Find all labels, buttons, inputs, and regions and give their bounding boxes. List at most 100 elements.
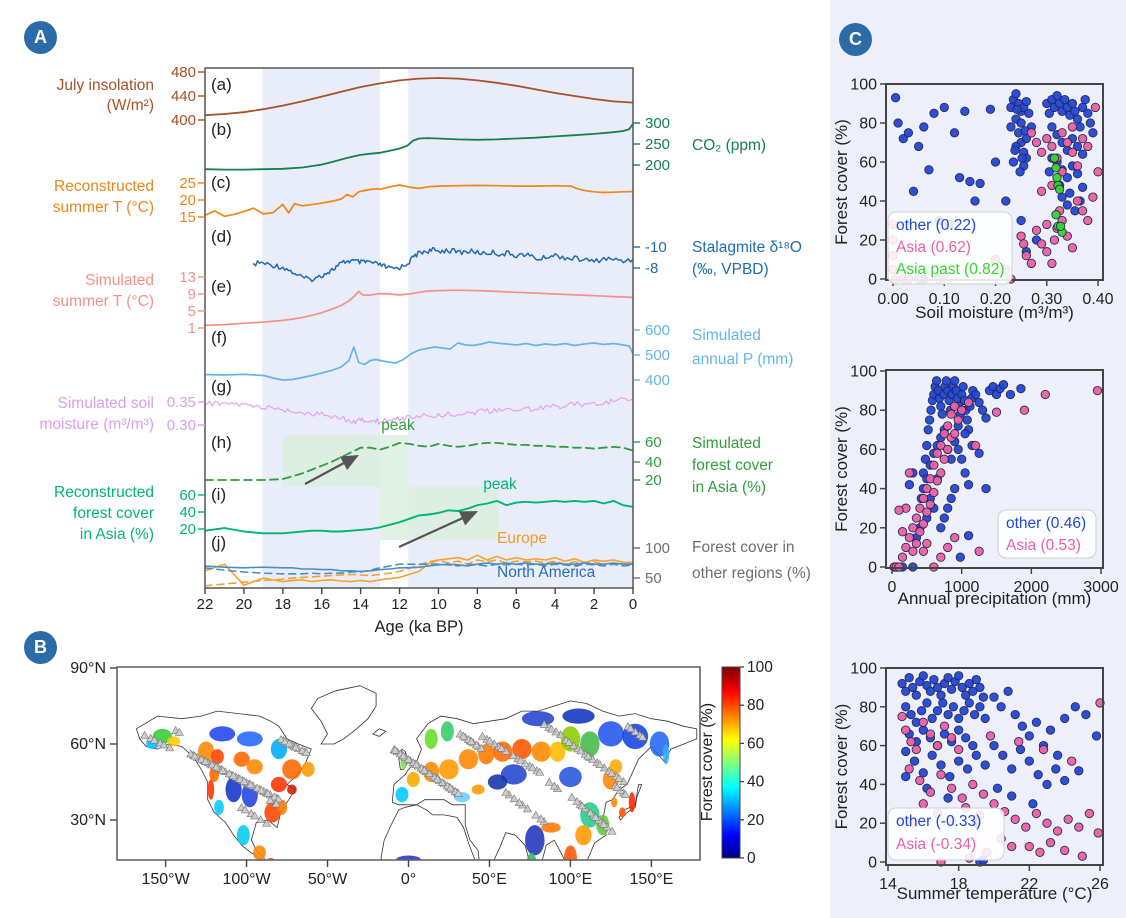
annotation-1: peak [483,476,517,493]
legend-entry: Asia (0.62) [896,239,971,256]
series-europe_solid [205,554,633,587]
site-marker [284,739,294,748]
svg-text:250: 250 [645,136,670,153]
svg-text:80: 80 [859,116,877,133]
row-letter-7: (h) [211,433,232,452]
scatter-scatter_soil: 0.00 0.10 0.20 0.30 0.40 0 20 40 60 80 100 Soil moi… [832,77,1114,323]
site-marker [567,792,577,801]
svg-text:90°N: 90°N [70,660,106,677]
row-letter-4: (e) [211,277,232,296]
axis-label-recon_forest: Reconstructed [54,484,154,501]
svg-text:20: 20 [859,520,877,537]
legend-box [887,807,1005,861]
x-axis-title: Age (ka BP) [375,618,464,636]
series-recon_forest [205,499,633,535]
svg-text:0: 0 [888,579,897,596]
svg-text:100: 100 [850,77,877,94]
colorbar [721,666,741,859]
axis-label-insolation: (W/m²) [107,97,154,114]
svg-text:30°N: 30°N [70,812,106,829]
site-marker [390,745,400,754]
axis-label-other_forest: Forest cover in [692,539,795,556]
frame [885,667,1104,866]
legend-entry: other (0.46) [1006,515,1086,532]
site-marker [549,781,559,790]
svg-text:20: 20 [236,596,253,613]
row-letter-5: (f) [211,328,227,347]
svg-text:300: 300 [645,115,670,132]
axis-label-co2: CO₂ (ppm) [692,137,766,154]
axis-label-soil: moisture (m³/m³) [39,416,154,433]
svg-text:3000: 3000 [1083,579,1119,596]
svg-text:1000: 1000 [944,579,980,596]
svg-text:22: 22 [197,596,214,613]
site-marker [535,767,545,776]
green-box-2 [408,487,499,540]
site-marker [466,737,476,745]
site-marker [595,760,605,768]
site-marker [174,727,184,736]
svg-text:20: 20 [179,521,196,538]
map-content [117,667,700,860]
svg-text:9: 9 [188,286,196,303]
site-marker [536,814,546,823]
site-marker [256,785,266,794]
svg-text:26: 26 [1091,876,1109,893]
site-marker [544,777,554,786]
axis-label-recon_forest: forest cover [73,505,154,522]
svg-text:50°E: 50°E [472,871,507,888]
site-marker [516,755,526,764]
site-marker [620,789,630,798]
svg-text:5: 5 [188,303,196,320]
svg-text:60: 60 [859,442,877,459]
site-marker [576,746,586,755]
svg-text:40: 40 [179,504,196,521]
axis-label-insolation: July insolation [57,77,154,94]
legend-box [997,509,1097,559]
row-letter-9: (j) [211,533,226,552]
svg-text:50°W: 50°W [308,871,348,888]
svg-text:22: 22 [1020,876,1038,893]
svg-text:13: 13 [179,269,196,286]
svg-text:16: 16 [313,596,330,613]
svg-text:500: 500 [645,347,670,364]
svg-text:18: 18 [274,596,291,613]
svg-text:200: 200 [645,157,670,174]
site-marker [607,826,617,835]
axis-label-sim_P: Simulated [692,327,761,344]
series-group [205,77,633,587]
svg-text:80: 80 [859,403,877,420]
row-letter-0: (a) [211,75,232,94]
svg-text:2: 2 [590,596,598,613]
panel-b-badge: B [24,631,57,664]
row-letter-2: (c) [211,173,231,192]
series-stalagmite [252,247,633,283]
svg-text:0: 0 [629,596,637,613]
site-marker [583,751,593,760]
series-sim_P [205,341,633,381]
svg-text:0: 0 [747,850,756,867]
x-label: Annual precipitation (mm) [898,589,1092,608]
site-marker [228,771,238,780]
coastline-6 [380,804,476,860]
site-marker [585,808,595,817]
svg-text:15: 15 [179,209,196,226]
site-marker [246,780,256,789]
site-marker [458,731,468,740]
highlight-band-0 [262,68,381,588]
site-marker [531,810,541,819]
site-marker [200,756,210,765]
scatter-scatter_precip: 0 1000 2000 3000 0 20 40 60 80 100 Annual precipit… [832,364,1119,609]
coastline-0 [135,710,312,860]
svg-text:20: 20 [747,812,765,829]
svg-text:0.30: 0.30 [1031,291,1062,308]
site-marker [477,731,487,740]
site-marker [607,768,617,777]
site-marker [239,776,249,785]
axis-label-sim_forest: Simulated [692,435,761,452]
annotation-0: peak [381,417,415,434]
legend-entry: Asia (-0.34) [896,836,976,853]
site-marker [546,724,557,733]
annotation-3: North America [497,564,596,581]
